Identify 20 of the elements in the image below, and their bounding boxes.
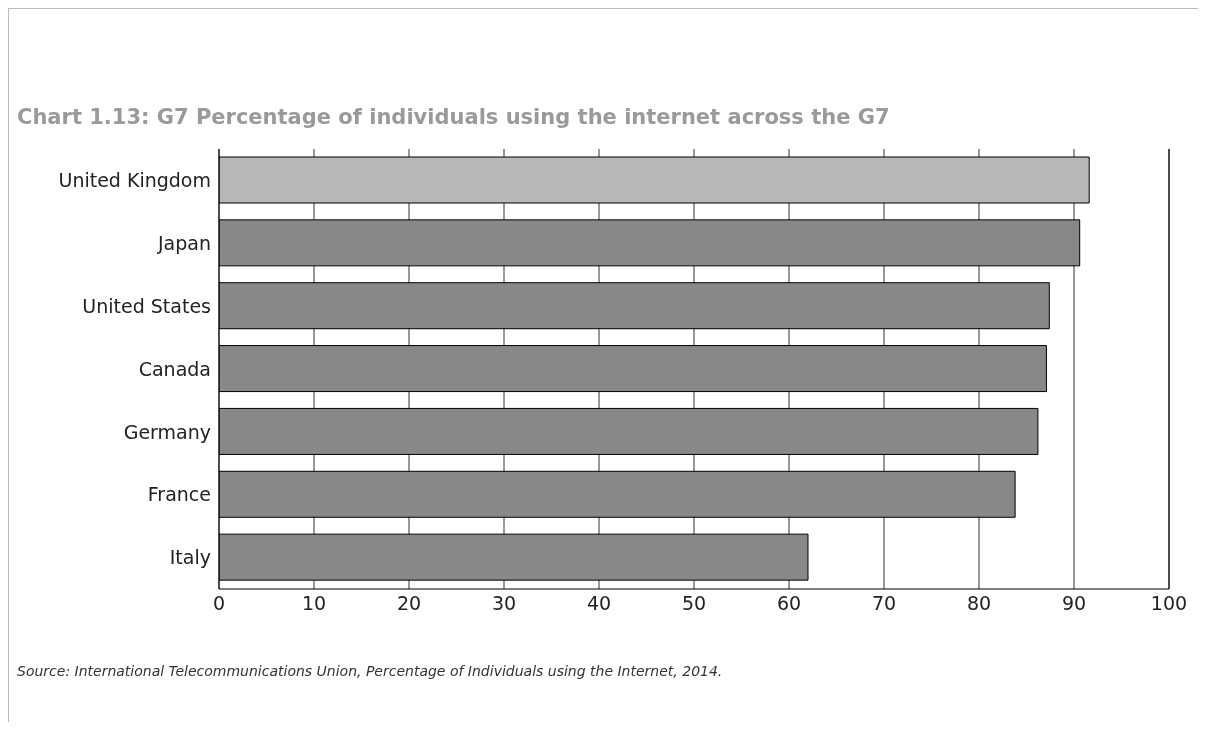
y-tick-label: Japan [157,232,211,255]
x-tick-label: 10 [301,592,327,615]
y-tick-label: France [147,483,211,506]
y-tick-label: Germany [123,420,211,443]
x-tick-label: 80 [966,592,992,615]
y-tick-label: United States [82,294,211,317]
x-tick-label: 50 [681,592,707,615]
y-tick-label: United Kingdom [58,169,211,192]
x-tick-label: 20 [396,592,422,615]
x-tick-label: 40 [586,592,612,615]
source-note: Source: International Telecommunications Union, Percentage of Individuals using the Internet, 2014. [17,663,723,679]
y-tick-label: Italy [169,546,211,569]
x-tick-label: 70 [871,592,897,615]
y-tick-label: Canada [138,357,211,380]
x-tick-label: 60 [776,592,802,615]
x-tick-label: 100 [1150,592,1188,615]
chart-title: Chart 1.13: G7 Percentage of individuals using the internet across the G7 [17,105,890,129]
x-tick-label: 90 [1061,592,1087,615]
x-tick-label: 30 [491,592,517,615]
x-tick-label: 0 [212,592,226,615]
